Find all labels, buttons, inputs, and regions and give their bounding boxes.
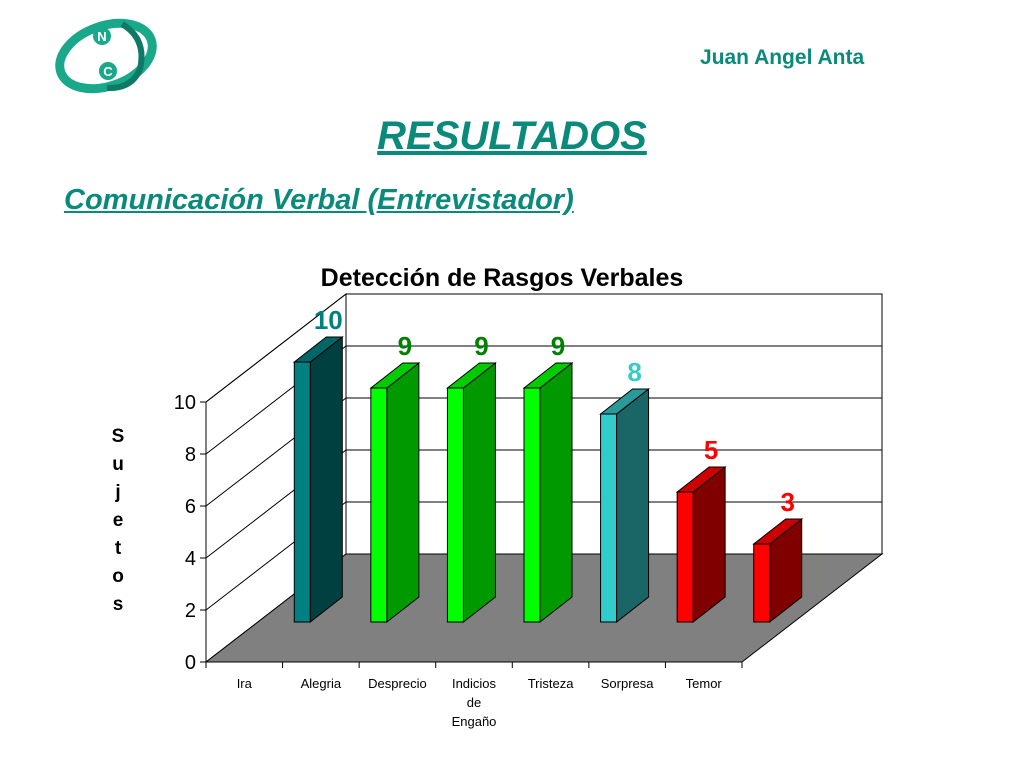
bar-front (753, 543, 771, 623)
x-tick-label: de (467, 695, 481, 710)
y-axis-label-letter: e (113, 510, 124, 531)
y-axis-label-letter: u (112, 454, 124, 475)
bar-side (616, 387, 650, 624)
y-axis-label-letter: S (112, 426, 125, 447)
chart-title: Detección de Rasgos Verbales (321, 264, 684, 292)
bar-side (309, 335, 343, 624)
y-axis-label-letter: j (114, 482, 120, 503)
bar-data-label: 3 (780, 487, 794, 517)
gridline (205, 449, 882, 559)
gridline (205, 293, 882, 403)
bar-data-label: 9 (398, 331, 412, 361)
bar-data-label: 9 (551, 331, 565, 361)
x-tick-label: Desprecio (368, 676, 427, 691)
y-tick-label: 4 (185, 548, 196, 570)
bar-front (370, 387, 388, 623)
y-axis-label-letter: o (112, 566, 124, 587)
bar-data-label: 8 (627, 357, 641, 387)
y-tick-label: 0 (185, 652, 196, 674)
y-tick-label: 2 (185, 600, 196, 622)
x-tick-label: Tristeza (528, 676, 575, 691)
x-tick-label: Alegria (301, 676, 342, 691)
bar-front (676, 491, 694, 623)
x-tick-label: Sorpresa (601, 676, 655, 691)
logo-letter-n: N (97, 29, 106, 44)
gridline (205, 397, 882, 507)
bar-front (446, 387, 464, 623)
author-name: Juan Angel Anta (700, 46, 865, 69)
bar-side (692, 465, 726, 624)
y-tick-label: 6 (185, 496, 196, 518)
bar-data-label: 9 (474, 331, 488, 361)
bar-front (293, 361, 311, 623)
page-title: RESULTADOS (377, 114, 647, 158)
bar-side (386, 361, 420, 624)
bar-front (600, 413, 618, 623)
bar-data-label: 5 (704, 435, 718, 465)
x-tick-label: Ira (237, 676, 253, 691)
x-tick-label: Indicios (452, 676, 497, 691)
y-tick-label: 8 (185, 444, 196, 466)
bar-data-label: 10 (314, 305, 343, 335)
nc-logo: N C (55, 18, 157, 94)
y-tick-label: 10 (174, 392, 196, 414)
gridline (205, 345, 882, 455)
bar-side (539, 361, 573, 624)
x-tick-label: Engaño (452, 714, 497, 729)
bar-front (523, 387, 541, 623)
y-axis-label-letter: s (113, 594, 124, 615)
bar-side (462, 361, 496, 624)
page-subtitle: Comunicación Verbal (Entrevistador) (64, 184, 574, 216)
y-axis-label-letter: t (115, 538, 122, 559)
logo-letter-c: C (103, 64, 113, 79)
x-tick-label: Temor (686, 676, 723, 691)
